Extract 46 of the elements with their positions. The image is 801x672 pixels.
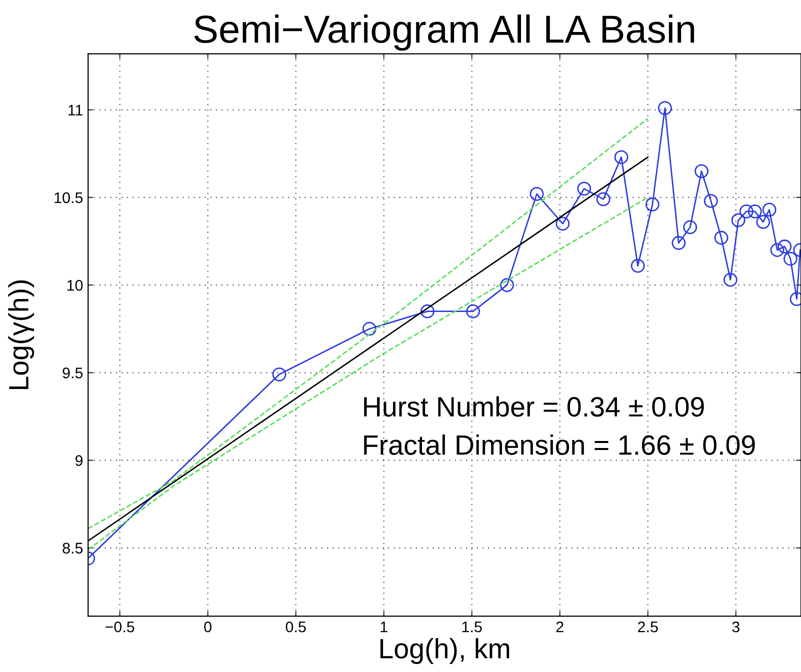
annotation: Fractal Dimension = 1.66 ± 0.09 [364,434,755,455]
x-tick-label: 3 [732,621,740,632]
x-tick-label: 1.5 [462,622,482,632]
point [466,304,480,318]
point [694,164,708,178]
x-tick-label: 2.5 [638,621,658,632]
point [770,243,784,257]
point [530,186,544,201]
x-tick-label: 0.5 [286,621,306,632]
point [731,213,746,228]
x-tick-label: 1 [380,622,388,632]
y-tick-label: 8.5 [62,542,83,554]
chart-title: Semi−Variogram All LA Basin [194,14,694,51]
point [577,182,592,196]
y-tick-label: 9 [75,455,83,466]
point [714,230,728,245]
y-tick-label: 10.5 [54,192,83,204]
point [645,198,660,212]
x-tick-label: −0.5 [105,621,134,632]
x-tick-label: 0 [204,621,212,632]
y-axis-title: Log(γ(h)) [8,280,34,390]
point [658,101,672,116]
annotation: Hurst Number = 0.34 ± 0.09 [364,396,704,417]
point [420,304,434,318]
x-axis-title: Log(h), km [380,638,510,664]
point [778,240,792,254]
x-tick-label: 2 [556,621,564,632]
point [556,216,570,231]
point [723,272,738,287]
point [672,236,686,250]
point [596,192,610,206]
point [756,215,770,229]
point [704,194,718,208]
point [748,204,762,218]
y-tick-label: 9.5 [62,368,83,378]
point [614,150,628,164]
point [683,220,698,234]
point [362,322,376,336]
point [272,367,286,382]
point [739,204,754,218]
point [783,252,798,266]
point [762,202,776,217]
point [630,258,645,273]
point [500,278,514,292]
y-tick-label: 11 [68,104,83,116]
y-tick-label: 10 [67,280,83,291]
